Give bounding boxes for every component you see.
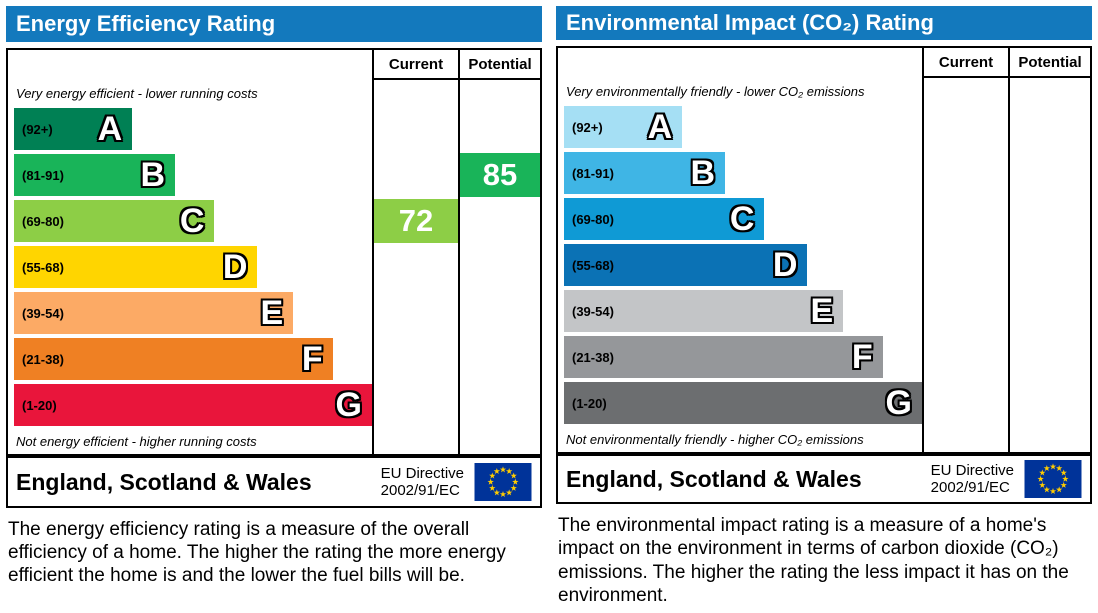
energy-band-row-d: (55-68) D (8, 244, 372, 290)
energy-band-area: Very energy efficient - lower running co… (8, 80, 372, 454)
environment-rating-chart: Current Potential Very environmentally f… (556, 46, 1092, 455)
band-range: (69-80) (22, 213, 64, 229)
band-letter: C (179, 202, 205, 240)
band-range: (55-68) (572, 257, 614, 273)
environment-band-row-c: (69-80) C (558, 196, 922, 242)
energy-band-row-g: (1-20) G (8, 382, 372, 428)
energy-band-c: (69-80) C (14, 200, 215, 242)
band-range: (55-68) (22, 259, 64, 275)
eu-flag-icon (474, 463, 532, 501)
band-range: (21-38) (572, 349, 614, 365)
energy-footer: England, Scotland & Wales EU Directive 2… (6, 456, 542, 508)
band-letter: B (690, 154, 716, 193)
environment-band-area: Very environmentally friendly - lower CO… (558, 78, 922, 452)
eu-directive-line2: 2002/91/EC (930, 479, 1010, 497)
environment-band-row-f: (21-38) F (558, 334, 922, 380)
band-letter: D (222, 248, 248, 286)
band-range: (81-91) (572, 165, 614, 181)
energy-current-column-header: Current (372, 50, 458, 80)
energy-band-d: (55-68) D (14, 246, 258, 288)
environment-panel-title: Environmental Impact (CO₂) Rating (566, 10, 934, 36)
environment-band-d: (55-68) D (564, 244, 808, 287)
energy-band-row-f: (21-38) F (8, 336, 372, 382)
energy-band-b: (81-91) B (14, 154, 176, 196)
environment-band-row-a: (92+) A (558, 104, 922, 150)
energy-rating-chart: Current Potential Very energy efficient … (6, 48, 542, 456)
band-range: (81-91) (22, 167, 64, 183)
energy-band-e: (39-54) E (14, 292, 294, 334)
eu-flag-icon (1024, 460, 1082, 499)
environment-title-bar: Environmental Impact (CO₂) Rating (556, 6, 1092, 41)
band-range: (21-38) (22, 351, 64, 367)
energy-band-row-a: (92+) A (8, 106, 372, 152)
band-letter: D (772, 246, 798, 285)
band-letter: B (140, 156, 166, 194)
energy-header-spacer (8, 50, 372, 80)
band-letter: A (647, 108, 673, 147)
energy-efficiency-panel: Energy Efficiency Rating Current Potenti… (6, 6, 542, 607)
band-letter: C (729, 200, 755, 239)
band-range: (39-54) (22, 305, 64, 321)
eu-directive-label: EU Directive 2002/91/EC (381, 465, 464, 500)
energy-panel-title: Energy Efficiency Rating (16, 11, 276, 36)
environment-band-e: (39-54) E (564, 290, 844, 333)
energy-top-note: Very energy efficient - lower running co… (16, 85, 258, 101)
region-label: England, Scotland & Wales (566, 465, 862, 492)
environment-band-row-d: (55-68) D (558, 242, 922, 288)
energy-current-value: 72 (374, 199, 458, 243)
environment-current-column (922, 78, 1008, 453)
energy-title-bar: Energy Efficiency Rating (6, 6, 542, 42)
epc-rating-page: Energy Efficiency Rating Current Potenti… (6, 6, 1092, 607)
eu-directive-line2: 2002/91/EC (380, 482, 460, 499)
energy-bottom-note: Not energy efficient - higher running co… (16, 433, 257, 449)
environment-band-a: (92+) A (564, 106, 683, 149)
band-range: (92+) (572, 119, 603, 135)
environment-top-note: Very environmentally friendly - lower CO… (566, 83, 865, 99)
energy-band-a: (92+) A (14, 108, 133, 150)
energy-potential-column: 85 (458, 80, 540, 454)
energy-band-row-c: (69-80) C (8, 198, 372, 244)
band-letter: G (885, 384, 912, 423)
energy-band-f: (21-38) F (14, 338, 333, 380)
energy-description: The energy efficiency rating is a measur… (8, 519, 506, 587)
eu-directive-label: EU Directive 2002/91/EC (931, 462, 1014, 497)
band-letter: G (335, 386, 362, 424)
environment-potential-column (1008, 78, 1090, 453)
energy-band-row-e: (39-54) E (8, 290, 372, 336)
environment-potential-column-header: Potential (1008, 48, 1090, 79)
region-label: England, Scotland & Wales (16, 468, 312, 495)
eu-directive-line1: EU Directive (930, 462, 1014, 479)
eu-directive-line1: EU Directive (380, 464, 464, 482)
environment-band-g: (1-20) G (564, 382, 922, 425)
energy-band-row-b: (81-91) B (8, 152, 372, 198)
band-range: (69-80) (572, 211, 614, 227)
environment-band-row-b: (81-91) B (558, 150, 922, 196)
energy-potential-column-header: Potential (458, 50, 540, 80)
environmental-impact-panel: Environmental Impact (CO₂) Rating Curren… (556, 6, 1092, 607)
band-letter: F (851, 338, 873, 377)
energy-current-column: 72 (372, 80, 458, 454)
band-range: (1-20) (22, 397, 57, 413)
environment-footer: England, Scotland & Wales EU Directive 2… (556, 454, 1092, 505)
environment-band-f: (21-38) F (564, 336, 883, 379)
environment-current-column-header: Current (922, 48, 1008, 79)
environment-band-b: (81-91) B (564, 152, 726, 195)
environment-description: The environmental impact rating is a mea… (558, 515, 1069, 606)
band-range: (39-54) (572, 303, 614, 319)
band-letter: F (301, 340, 323, 378)
energy-band-g: (1-20) G (14, 384, 372, 426)
environment-header-spacer (558, 48, 922, 78)
energy-potential-value: 85 (460, 153, 540, 197)
band-letter: A (97, 110, 123, 148)
environment-bottom-note: Not environmentally friendly - higher CO… (566, 431, 864, 447)
environment-band-row-g: (1-20) G (558, 380, 922, 426)
band-range: (1-20) (572, 395, 607, 411)
environment-band-row-e: (39-54) E (558, 288, 922, 334)
band-letter: E (810, 292, 834, 331)
environment-band-c: (69-80) C (564, 198, 765, 241)
band-letter: E (260, 294, 284, 332)
band-range: (92+) (22, 121, 53, 137)
